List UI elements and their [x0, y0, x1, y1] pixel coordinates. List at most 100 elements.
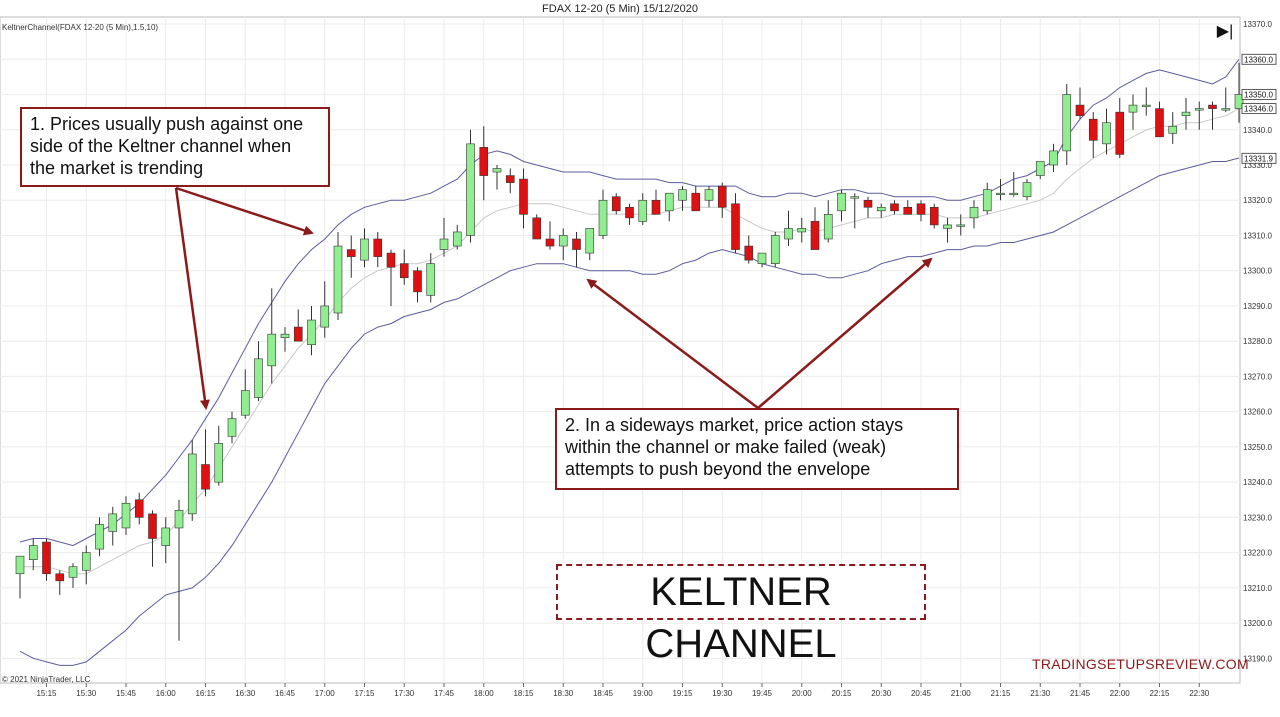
candle	[585, 228, 595, 261]
candle	[413, 267, 422, 303]
candle-body-up	[1022, 182, 1032, 198]
candle-body-down	[399, 263, 409, 279]
candle	[704, 186, 714, 208]
candle	[863, 196, 873, 218]
candle-body-up	[81, 552, 91, 571]
candle	[545, 221, 555, 250]
annotation-trending: 1. Prices usually push against one side …	[20, 107, 330, 187]
candle-body-up	[943, 224, 952, 229]
y-tick-label: 13270.0	[1243, 372, 1272, 381]
candle	[916, 200, 926, 222]
price-tag-label: 13331.9	[1244, 154, 1273, 163]
candle-body-up	[466, 143, 475, 236]
candle-body-down	[479, 147, 489, 176]
candle-body-down	[293, 326, 303, 342]
candle	[1194, 101, 1204, 130]
candle-body-up	[360, 238, 369, 261]
candle-body-up	[770, 235, 780, 264]
x-tick-label: 18:00	[474, 689, 495, 698]
candle-body-down	[148, 513, 157, 539]
candle	[943, 217, 952, 243]
candle	[903, 200, 913, 215]
candle-body-down	[346, 249, 356, 257]
candle-body-down	[611, 196, 621, 212]
candle-body-up	[969, 206, 979, 219]
candle	[346, 235, 356, 278]
x-tick-label: 17:00	[315, 689, 336, 698]
candle-body-down	[55, 573, 65, 582]
candle	[691, 186, 701, 212]
candle	[201, 429, 210, 497]
y-tick-label: 13250.0	[1243, 443, 1272, 452]
candle	[439, 217, 449, 257]
price-tag-label: 13350.0	[1244, 91, 1273, 100]
candle	[240, 369, 250, 419]
x-tick-label: 18:30	[553, 689, 574, 698]
candle-body-up	[704, 189, 714, 201]
candle-body-up	[161, 527, 171, 546]
candle	[81, 545, 91, 585]
candle-body-up	[1234, 94, 1244, 109]
candle-body-down	[717, 185, 727, 208]
candle	[1088, 112, 1098, 158]
x-tick-label: 15:15	[36, 689, 57, 698]
candle	[108, 506, 118, 546]
candle	[174, 499, 184, 641]
x-tick-label: 21:45	[1070, 689, 1091, 698]
x-tick-label: 19:15	[672, 689, 693, 698]
copyright-text: © 2021 NinjaTrader, LLC	[2, 675, 91, 684]
x-tick-label: 15:30	[76, 689, 97, 698]
candle-body-up	[1009, 192, 1019, 195]
scroll-to-end-button[interactable]: ▶|	[1216, 23, 1234, 40]
candle-body-down	[1155, 108, 1164, 138]
candle-body-up	[240, 390, 250, 416]
candle	[15, 555, 25, 599]
candle-body-down	[545, 238, 555, 247]
candle-body-up	[68, 566, 78, 578]
candle	[757, 252, 767, 268]
candle-body-up	[307, 319, 316, 346]
candle	[399, 249, 409, 285]
candle	[320, 281, 330, 338]
candle-body-down	[532, 217, 542, 240]
y-tick-label: 13280.0	[1243, 337, 1272, 346]
x-tick-label: 18:15	[513, 689, 534, 698]
chart-title: FDAX 12-20 (5 Min) 15/12/2020	[542, 3, 698, 15]
candle-body-up	[638, 199, 648, 222]
candle-body-up	[956, 224, 966, 227]
candle	[876, 203, 886, 218]
candle	[1062, 83, 1072, 165]
annotation-arrows	[174, 186, 933, 410]
candle	[1208, 101, 1217, 130]
x-tick-label: 22:15	[1149, 689, 1170, 698]
x-axis: 15:15 15:30 15:45 16:00 16:15 16:30 16:45 17:00…	[36, 683, 1210, 698]
arrow-sideways-right	[757, 257, 933, 409]
x-tick-label: 17:45	[434, 689, 455, 698]
candle-body-up	[320, 305, 330, 328]
x-tick-label: 17:15	[354, 689, 375, 698]
x-tick-label: 21:00	[951, 689, 972, 698]
candle-body-down	[413, 270, 422, 293]
x-tick-label: 15:45	[116, 689, 137, 698]
candle	[890, 200, 899, 215]
candle	[187, 439, 197, 521]
candle	[651, 189, 661, 215]
arrow-trend-lower	[174, 187, 210, 410]
candle	[611, 193, 621, 215]
candle-body-down	[373, 238, 383, 257]
candle-body-up	[426, 263, 436, 296]
candle-body-up	[227, 418, 237, 437]
x-tick-label: 16:30	[235, 689, 256, 698]
candle	[598, 189, 608, 239]
candle-body-up	[254, 358, 263, 398]
candle	[1035, 161, 1045, 180]
candle-body-up	[558, 235, 568, 247]
candle-body-up	[267, 333, 277, 367]
candle	[161, 517, 171, 564]
candle	[664, 192, 674, 222]
candle-body-up	[850, 196, 860, 199]
candle	[1141, 87, 1151, 116]
candle	[280, 327, 290, 352]
candle-body-up	[280, 333, 290, 338]
candle	[519, 168, 528, 229]
